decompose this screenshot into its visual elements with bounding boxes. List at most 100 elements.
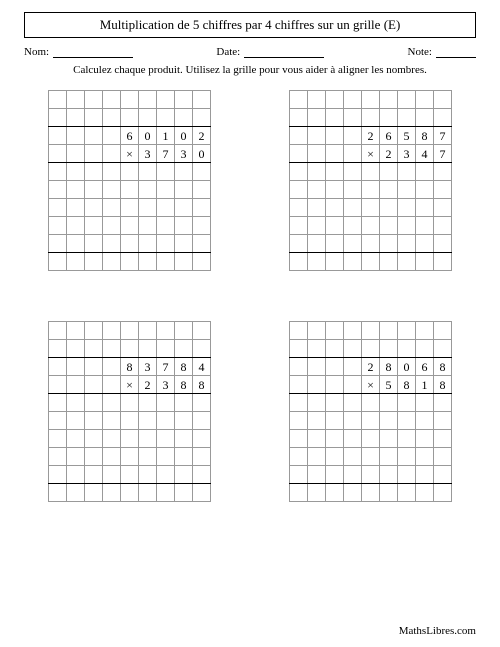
- grid-cell: [67, 235, 85, 253]
- grid-cell: [308, 181, 326, 199]
- grid-cell: [193, 181, 211, 199]
- grid-cell: [434, 466, 452, 484]
- grid-cell: [67, 109, 85, 127]
- grid-cell: [326, 322, 344, 340]
- note-blank[interactable]: [436, 46, 476, 58]
- grid-cell: [344, 322, 362, 340]
- digit-cell: 2: [139, 376, 157, 394]
- grid-cell: [139, 253, 157, 271]
- grid-cell: [398, 253, 416, 271]
- grid-cell: [103, 466, 121, 484]
- grid-cell: [362, 448, 380, 466]
- grid-cell: [193, 412, 211, 430]
- grid-cell: [157, 394, 175, 412]
- digit-cell: 7: [434, 127, 452, 145]
- grid-cell: [139, 430, 157, 448]
- grid-cell: [49, 235, 67, 253]
- name-label: Nom:: [24, 46, 49, 58]
- digit-cell: [67, 376, 85, 394]
- grid-cell: [121, 253, 139, 271]
- grid-cell: [103, 394, 121, 412]
- note-label: Note:: [408, 46, 432, 58]
- grid-cell: [308, 484, 326, 502]
- grid-cell: [344, 199, 362, 217]
- grid-cell: [416, 466, 434, 484]
- grid-cell: [139, 448, 157, 466]
- grid-cell: [121, 235, 139, 253]
- grid-cell: [157, 340, 175, 358]
- grid-cell: [326, 235, 344, 253]
- grid-cell: [121, 109, 139, 127]
- digit-cell: 3: [139, 358, 157, 376]
- grid-cell: [398, 181, 416, 199]
- grid-cell: [193, 109, 211, 127]
- grid-cell: [326, 466, 344, 484]
- grid-cell: [121, 484, 139, 502]
- grid-cell: [362, 235, 380, 253]
- grid-cell: [434, 484, 452, 502]
- grid-cell: [434, 394, 452, 412]
- grid-cell: [193, 235, 211, 253]
- grid-cell: [326, 109, 344, 127]
- grid-cell: [380, 340, 398, 358]
- grid-cell: [67, 340, 85, 358]
- grid-cell: [175, 466, 193, 484]
- grid-cell: [139, 163, 157, 181]
- digit-cell: [308, 145, 326, 163]
- grid-cell: [193, 217, 211, 235]
- digit-cell: [67, 127, 85, 145]
- grid-cell: [49, 430, 67, 448]
- grid-cell: [362, 217, 380, 235]
- name-blank[interactable]: [53, 46, 133, 58]
- grid-cell: [175, 394, 193, 412]
- digit-cell: 8: [121, 358, 139, 376]
- grid-cell: [157, 466, 175, 484]
- grid-cell: [362, 109, 380, 127]
- grid-cell: [121, 322, 139, 340]
- digit-cell: 8: [193, 376, 211, 394]
- multiplication-grid: 26587×2347: [289, 90, 452, 271]
- grid-cell: [121, 199, 139, 217]
- grid-cell: [434, 181, 452, 199]
- grid-cell: [344, 484, 362, 502]
- digit-cell: 2: [362, 127, 380, 145]
- digit-cell: 8: [416, 127, 434, 145]
- grid-cell: [380, 91, 398, 109]
- grid-cell: [362, 412, 380, 430]
- grid-cell: [380, 448, 398, 466]
- grid-cell: [308, 412, 326, 430]
- grid-cell: [139, 235, 157, 253]
- grid-cell: [139, 412, 157, 430]
- grid-cell: [85, 91, 103, 109]
- digit-cell: 5: [398, 127, 416, 145]
- grid-cell: [193, 322, 211, 340]
- grid-cell: [434, 109, 452, 127]
- grid-cell: [380, 412, 398, 430]
- grid-cell: [362, 466, 380, 484]
- grid-cell: [49, 412, 67, 430]
- digit-cell: [103, 127, 121, 145]
- grid-cell: [67, 163, 85, 181]
- grid-cell: [398, 394, 416, 412]
- digit-cell: [326, 145, 344, 163]
- grid-cell: [193, 253, 211, 271]
- grid-cell: [121, 394, 139, 412]
- grid-cell: [398, 91, 416, 109]
- digit-cell: 4: [193, 358, 211, 376]
- grid-cell: [67, 199, 85, 217]
- grid-cell: [193, 430, 211, 448]
- grid-cell: [416, 109, 434, 127]
- digit-cell: 3: [175, 145, 193, 163]
- grid-cell: [157, 430, 175, 448]
- grid-cell: [157, 199, 175, 217]
- digit-cell: 3: [398, 145, 416, 163]
- grid-cell: [380, 181, 398, 199]
- grid-cell: [139, 340, 157, 358]
- grid-cell: [416, 394, 434, 412]
- grid-cell: [121, 91, 139, 109]
- multiplication-grid: 83784×2388: [48, 321, 211, 502]
- grid-cell: [85, 217, 103, 235]
- digit-cell: [85, 358, 103, 376]
- date-blank[interactable]: [244, 46, 324, 58]
- grid-cell: [175, 217, 193, 235]
